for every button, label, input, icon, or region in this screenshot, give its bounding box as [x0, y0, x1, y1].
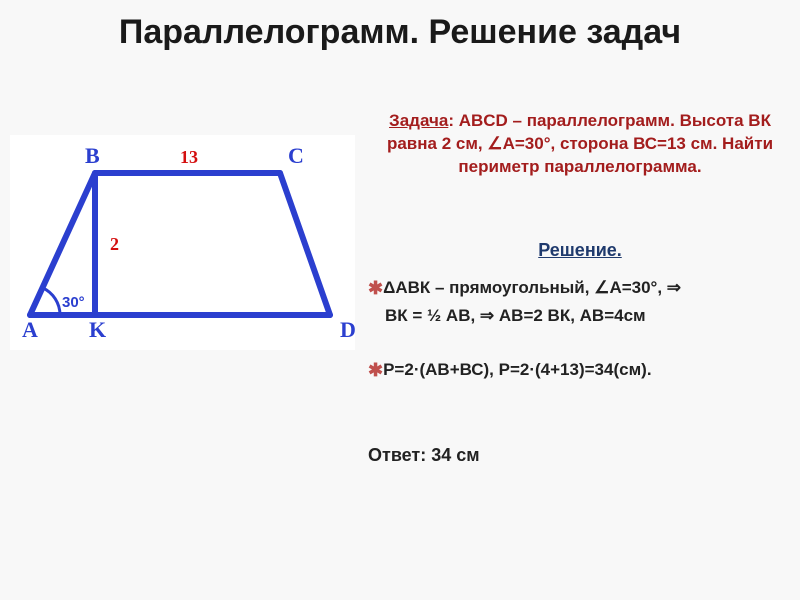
- solution-line-1-text: ΔАВК – прямоугольный, ∠А=30°, ⇒: [383, 278, 681, 297]
- svg-text:13: 13: [180, 147, 198, 167]
- svg-text:D: D: [340, 317, 355, 342]
- svg-text:B: B: [85, 143, 100, 168]
- svg-text:A: A: [22, 317, 38, 342]
- answer: Ответ: 34 см: [368, 445, 480, 466]
- diagram-svg: 30° A B C D K 13 2: [10, 135, 355, 350]
- solution-line-3-text: Р=2·(АВ+ВС), Р=2·(4+13)=34(см).: [383, 360, 651, 379]
- solution-line-2-text: ВК = ½ АВ, ⇒ АВ=2 ВК, АВ=4см: [385, 306, 646, 325]
- svg-text:C: C: [288, 143, 304, 168]
- bullet-star-icon: ✱: [368, 278, 383, 298]
- answer-label: Ответ: [368, 445, 420, 465]
- page-title: Параллелограмм. Решение задач: [0, 0, 800, 53]
- answer-value: : 34 см: [420, 445, 479, 465]
- svg-text:30°: 30°: [62, 294, 85, 311]
- problem-lead: Задача: [389, 111, 448, 130]
- solution-line-2: ВК = ½ АВ, ⇒ АВ=2 ВК, АВ=4см: [385, 306, 646, 326]
- solution-heading: Решение.: [370, 240, 790, 261]
- parallelogram-diagram: 30° A B C D K 13 2: [10, 135, 355, 350]
- svg-text:2: 2: [110, 234, 119, 254]
- bullet-star-icon: ✱: [368, 360, 383, 380]
- solution-line-1: ✱ΔАВК – прямоугольный, ∠А=30°, ⇒: [368, 278, 681, 299]
- problem-statement: Задача: ABCD – параллелограмм. Высота ВК…: [370, 110, 790, 179]
- solution-line-3: ✱Р=2·(АВ+ВС), Р=2·(4+13)=34(см).: [368, 360, 652, 381]
- svg-text:K: K: [89, 317, 106, 342]
